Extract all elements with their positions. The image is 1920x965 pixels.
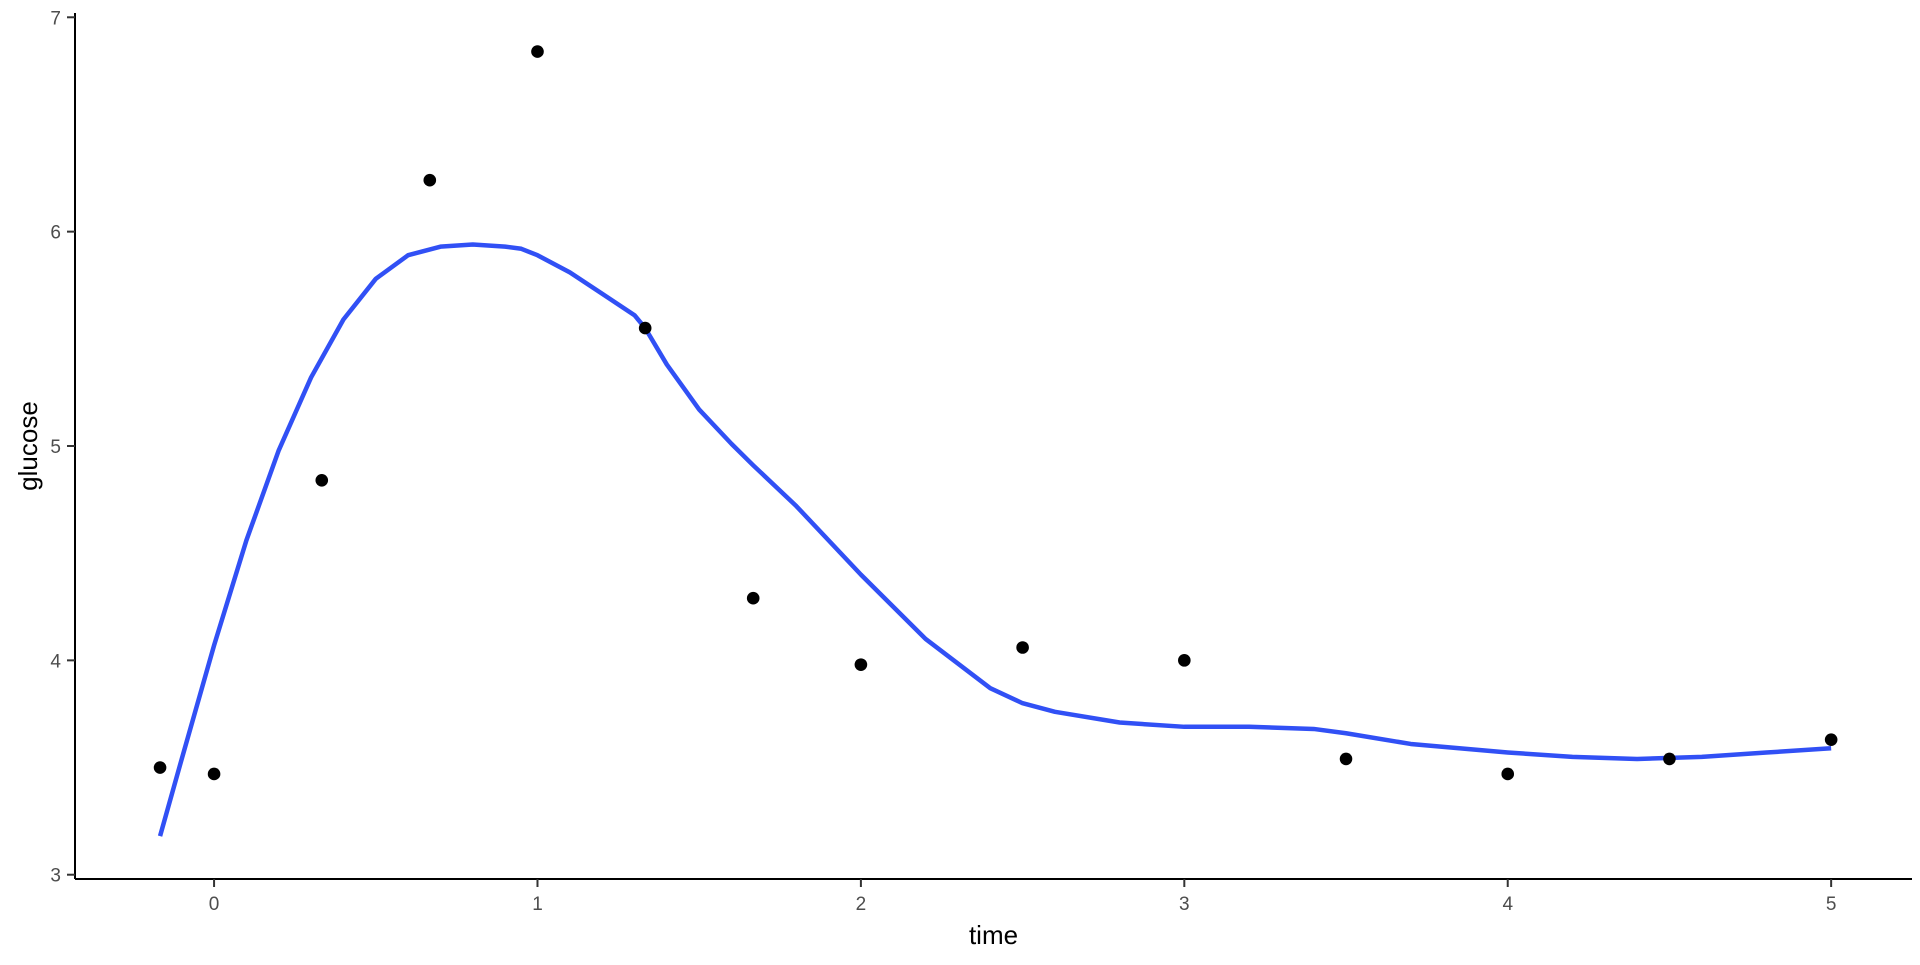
data-point [423, 173, 437, 187]
data-point [1824, 733, 1838, 746]
y-tick-label: 5 [50, 437, 61, 458]
data-point [854, 658, 868, 671]
x-tick-label: 0 [209, 894, 220, 915]
data-point [207, 767, 221, 781]
data-point [638, 321, 652, 335]
x-tick-label: 1 [532, 894, 543, 915]
y-tick-label: 3 [50, 866, 61, 887]
smooth-line-layer [157, 242, 1832, 837]
y-tick-label: 6 [50, 223, 61, 244]
data-point [1178, 654, 1191, 667]
data-point [1339, 752, 1353, 766]
points-layer [153, 45, 1838, 781]
data-point [1016, 641, 1029, 654]
y-tick-label: 4 [50, 651, 61, 672]
y-axis-title: glucose [13, 401, 43, 491]
x-axis-title: time [969, 920, 1018, 950]
x-tick-label: 4 [1502, 894, 1513, 915]
data-point [531, 45, 544, 58]
x-tick-label: 2 [856, 894, 867, 915]
data-point [746, 591, 760, 605]
y-tick-label: 7 [50, 8, 61, 29]
x-tick-label: 3 [1179, 894, 1190, 915]
data-point [1663, 752, 1676, 766]
axes: 0 1 2 3 4 5 3 4 5 6 7 [50, 8, 1912, 915]
x-tick-label: 5 [1826, 894, 1837, 915]
smooth-line [157, 242, 1832, 837]
data-point [153, 761, 167, 774]
data-point [1501, 767, 1515, 781]
data-point [315, 474, 329, 487]
